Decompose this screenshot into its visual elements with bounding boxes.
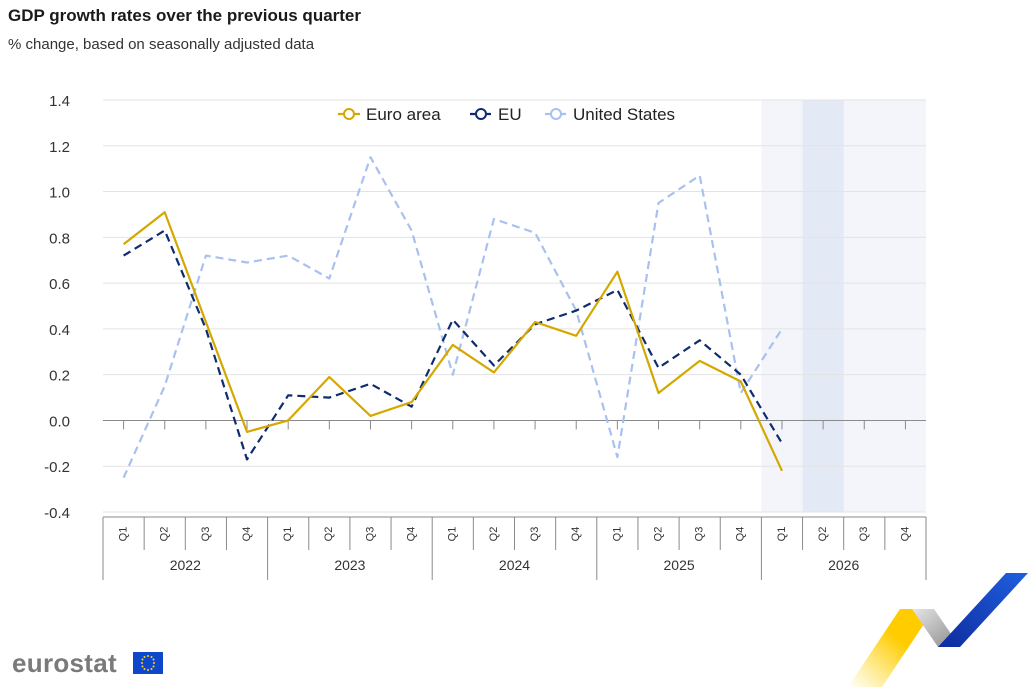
x-quarter-label: Q2: [488, 527, 500, 542]
x-quarter-label: Q3: [529, 527, 541, 542]
grid-lines: [103, 99, 926, 513]
x-axis: Q1 Q2 Q3 Q4 Q1 Q2 Q3 Q4 Q1 Q2 Q3 Q4 Q1 Q2 Q3 Q4 Q1 Q2 Q3 Q4…: [102, 420, 927, 580]
legend-label: United States: [573, 105, 675, 124]
y-tick-label: -0.4: [44, 505, 70, 522]
y-tick-label: 0.4: [49, 322, 70, 339]
y-tick-label: 1.2: [49, 139, 70, 156]
x-quarter-label: Q3: [694, 527, 706, 542]
x-quarter-label: Q4: [899, 527, 911, 542]
x-year-label: 2023: [334, 557, 365, 573]
legend-marker: [550, 108, 562, 120]
chart-title: GDP growth rates over the previous quart…: [8, 6, 361, 25]
x-year-label: 2025: [664, 557, 695, 573]
y-tick-label: 1.0: [49, 185, 70, 202]
x-quarter-label: Q2: [817, 527, 829, 542]
x-quarter-label: Q1: [117, 527, 129, 542]
series-lines: [122, 156, 783, 479]
y-tick-label: 0.6: [49, 276, 70, 293]
x-quarter-label: Q3: [200, 527, 212, 542]
series-line-united-states: [122, 156, 783, 479]
x-year-label: 2026: [828, 557, 859, 573]
y-tick-label: 0.0: [49, 413, 70, 430]
legend-label: Euro area: [366, 105, 441, 124]
chart-subtitle: % change, based on seasonally adjusted d…: [8, 36, 315, 53]
eu-flag-icon: [133, 652, 163, 674]
x-quarter-label: Q2: [323, 527, 335, 542]
legend: Euro area EU United States: [338, 105, 675, 124]
x-quarter-label: Q2: [159, 527, 171, 542]
x-quarter-label: Q4: [241, 527, 253, 542]
eurostat-logo: eurostat: [12, 648, 117, 678]
x-quarter-label: Q2: [652, 527, 664, 542]
x-year-label: 2022: [170, 557, 201, 573]
x-quarter-label: Q1: [282, 527, 294, 542]
x-year-label: 2024: [499, 557, 530, 573]
x-quarter-label: Q4: [406, 527, 418, 542]
legend-marker: [475, 108, 487, 120]
x-quarter-label: Q3: [858, 527, 870, 542]
legend-marker: [343, 108, 355, 120]
x-quarter-label: Q4: [735, 527, 747, 542]
forecast-bands: [761, 100, 926, 512]
x-quarter-label: Q4: [570, 527, 582, 542]
y-tick-label: 1.4: [49, 93, 70, 110]
series-line-euro-area: [122, 211, 783, 472]
x-quarter-label: Q1: [776, 527, 788, 542]
y-tick-label: -0.2: [44, 459, 70, 476]
x-quarter-label: Q1: [447, 527, 459, 542]
x-quarter-label: Q3: [364, 527, 376, 542]
legend-label: EU: [498, 105, 522, 124]
x-quarter-label: Q1: [611, 527, 623, 542]
highlight-band: [802, 100, 844, 512]
decorative-chevron-graphic: [848, 573, 1028, 687]
y-tick-label: 0.2: [49, 368, 70, 385]
y-tick-label: 0.8: [49, 230, 70, 247]
y-axis: -0.4 -0.2 0.0 0.2 0.4 0.6 0.8 1.0 1.2 1.4: [44, 93, 70, 522]
